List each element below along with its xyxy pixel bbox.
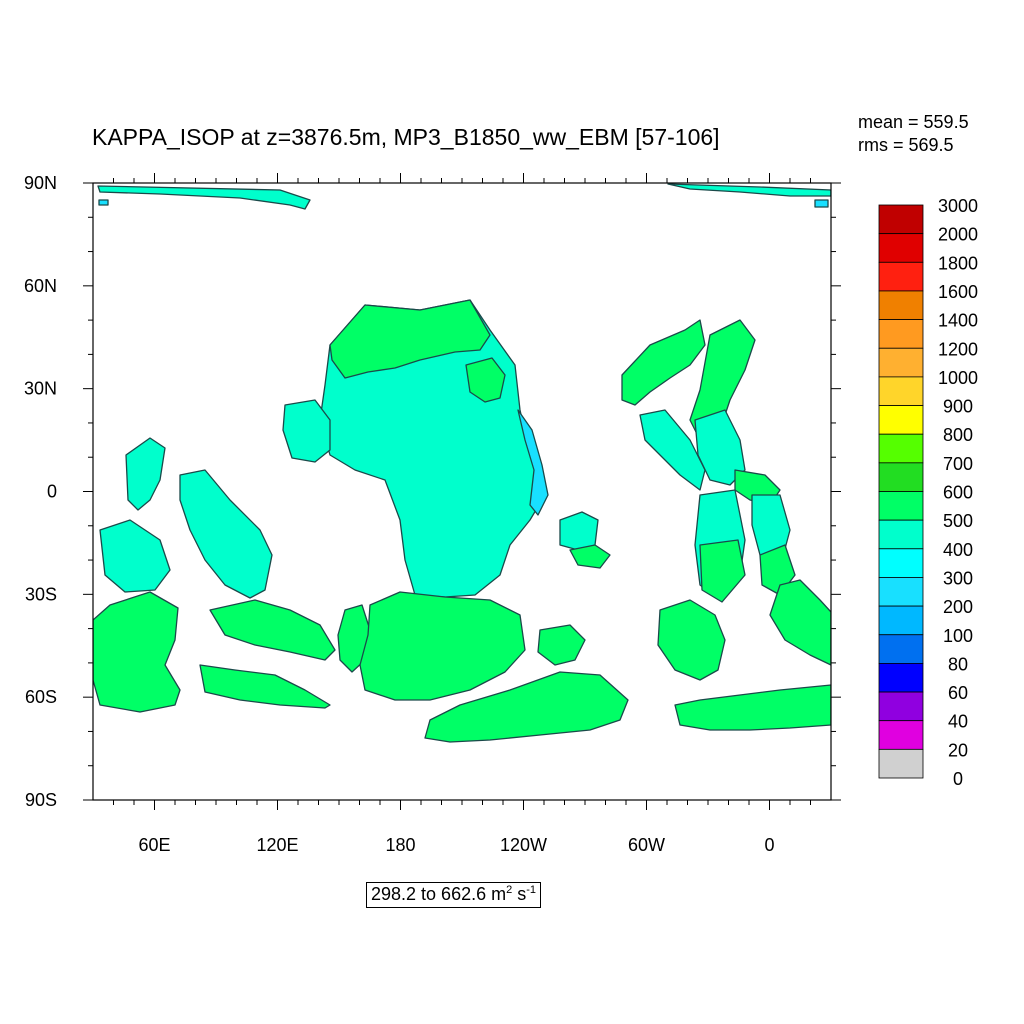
east-pacific-basin-b <box>569 544 611 569</box>
colorbar-label: 300 <box>943 568 973 588</box>
colorbar-label: 1800 <box>938 253 978 273</box>
colorbar-label: 700 <box>943 454 973 474</box>
range-exp1: 2 <box>506 884 513 896</box>
y-tick-label: 30N <box>24 379 57 399</box>
chart-title: KAPPA_ISOP at z=3876.5m, MP3_B1850_ww_EB… <box>92 124 720 150</box>
colorbar-box <box>878 519 924 550</box>
indian-central <box>179 469 273 599</box>
colorbar-label: 600 <box>943 483 973 503</box>
colorbar-label: 60 <box>948 683 968 703</box>
arctic-blob-b <box>814 199 829 208</box>
y-ticks: 90N 60N 30N 0 30S 60S 90S <box>24 173 841 810</box>
colorbar-box <box>878 748 924 779</box>
colorbar-box <box>878 663 924 693</box>
colorbar-box <box>878 204 924 235</box>
colorbar-label: 40 <box>948 712 968 732</box>
colorbar-box <box>878 405 924 435</box>
colorbar-label: 400 <box>943 540 973 560</box>
colorbar-label: 20 <box>948 740 968 760</box>
indian-sw-ridge <box>125 437 166 511</box>
arctic-strip-east <box>667 183 831 197</box>
colorbar-label: 1400 <box>938 311 978 331</box>
atlantic-south-africa <box>769 579 831 666</box>
arctic-blob-a <box>98 199 109 206</box>
range-prefix: 298.2 to 662.6 m <box>371 884 507 904</box>
colorbar-label: 80 <box>948 654 968 674</box>
colorbar-box <box>878 548 924 578</box>
so-kerguelen-band <box>199 664 331 709</box>
pacific-east-edge <box>517 409 549 516</box>
plot-frame <box>92 182 832 801</box>
y-tick-label: 60S <box>25 687 57 707</box>
x-tick-label: 120W <box>500 835 547 855</box>
range-exp2: -1 <box>526 884 537 896</box>
y-tick-label: 30S <box>25 584 57 604</box>
x-tick-label: 60E <box>138 835 170 855</box>
so-south-pacific-west <box>359 591 526 701</box>
colorbar-box <box>878 634 924 664</box>
colorbar-label: 900 <box>943 397 973 417</box>
rms-stat: rms = 569.5 <box>858 135 954 155</box>
colorbar-box <box>878 347 924 378</box>
colorbar-label: 100 <box>943 626 973 646</box>
colorbar-box <box>878 319 924 349</box>
colorbar-box <box>878 376 924 406</box>
pacific-ne-patch <box>465 357 506 403</box>
colorbar-label: 2000 <box>938 225 978 245</box>
range-mid: s <box>512 884 527 904</box>
colorbar-label: 200 <box>943 597 973 617</box>
colorbar-box <box>878 691 924 722</box>
x-ticks: 60E 120E 180 120W 60W 0 <box>113 173 811 855</box>
arctic-strip-west <box>97 185 311 210</box>
wpac-basin <box>282 399 331 463</box>
field-layer <box>93 183 831 743</box>
x-tick-label: 0 <box>764 835 774 855</box>
colorbar-label: 1000 <box>938 368 978 388</box>
colorbar-box <box>878 233 924 263</box>
y-tick-label: 90S <box>25 790 57 810</box>
indian-west <box>99 519 171 593</box>
y-tick-label: 0 <box>47 482 57 502</box>
colorbar-box <box>878 290 924 321</box>
colorbar-label: 800 <box>943 425 973 445</box>
range-label: 298.2 to 662.6 m2 s-1 <box>366 882 542 908</box>
so-indian-south <box>93 591 181 713</box>
atlantic-north-west <box>621 319 706 406</box>
so-bellingshausen <box>537 624 586 666</box>
colorbar-box <box>878 433 924 464</box>
y-tick-label: 90N <box>24 173 57 193</box>
colorbar-box <box>878 577 924 607</box>
mean-stat: mean = 559.5 <box>858 112 969 132</box>
colorbar: 3000200018001600140012001000900800700600… <box>878 196 978 789</box>
x-tick-label: 180 <box>385 835 415 855</box>
atlantic-south-west-green <box>699 539 746 603</box>
colorbar-box <box>878 605 924 636</box>
atlantic-central-west <box>639 409 706 491</box>
colorbar-label: 500 <box>943 511 973 531</box>
pacific-north-band <box>329 299 491 379</box>
east-pacific-basin-a <box>559 511 599 551</box>
x-tick-label: 120E <box>256 835 298 855</box>
argentine-basin <box>657 599 726 681</box>
colorbar-label: 1200 <box>938 339 978 359</box>
colorbar-box <box>878 261 924 292</box>
colorbar-label: 0 <box>953 769 963 789</box>
colorbar-label: 3000 <box>938 196 978 216</box>
so-weddell <box>674 684 831 731</box>
colorbar-box <box>878 491 924 521</box>
y-tick-label: 60N <box>24 276 57 296</box>
colorbar-box <box>878 462 924 492</box>
colorbar-box <box>878 720 924 750</box>
so-south-pacific-east <box>424 671 629 743</box>
colorbar-label: 1600 <box>938 282 978 302</box>
x-tick-label: 60W <box>628 835 665 855</box>
so-australia-south <box>209 599 336 661</box>
